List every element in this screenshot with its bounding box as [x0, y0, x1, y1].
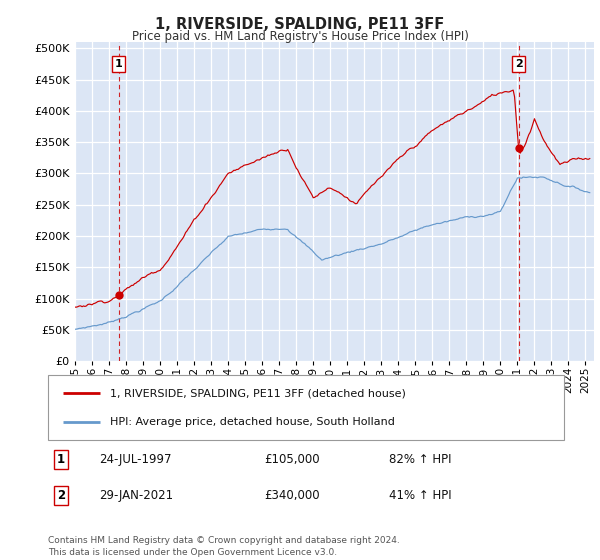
Text: 1: 1 — [57, 453, 65, 466]
Text: 1, RIVERSIDE, SPALDING, PE11 3FF: 1, RIVERSIDE, SPALDING, PE11 3FF — [155, 17, 445, 32]
Text: 82% ↑ HPI: 82% ↑ HPI — [389, 453, 451, 466]
Text: HPI: Average price, detached house, South Holland: HPI: Average price, detached house, Sout… — [110, 417, 395, 427]
Text: 2: 2 — [515, 59, 523, 69]
Text: Price paid vs. HM Land Registry's House Price Index (HPI): Price paid vs. HM Land Registry's House … — [131, 30, 469, 43]
Text: 41% ↑ HPI: 41% ↑ HPI — [389, 489, 451, 502]
Text: 1, RIVERSIDE, SPALDING, PE11 3FF (detached house): 1, RIVERSIDE, SPALDING, PE11 3FF (detach… — [110, 388, 406, 398]
Text: £105,000: £105,000 — [265, 453, 320, 466]
Text: 24-JUL-1997: 24-JUL-1997 — [100, 453, 172, 466]
FancyBboxPatch shape — [48, 375, 564, 440]
Text: Contains HM Land Registry data © Crown copyright and database right 2024.
This d: Contains HM Land Registry data © Crown c… — [48, 536, 400, 557]
Text: 29-JAN-2021: 29-JAN-2021 — [100, 489, 174, 502]
Text: 2: 2 — [57, 489, 65, 502]
Text: £340,000: £340,000 — [265, 489, 320, 502]
Text: 1: 1 — [115, 59, 122, 69]
